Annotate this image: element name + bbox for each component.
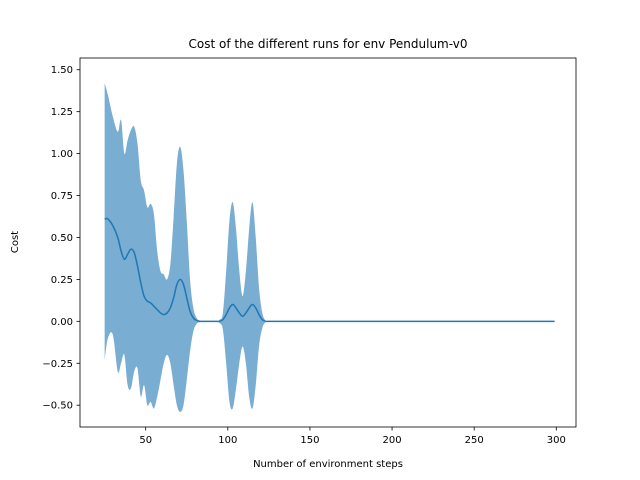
y-tick-label: −0.25 [42,359,73,370]
plot-frame [79,57,577,428]
series-group [104,83,555,412]
x-tick-label: 50 [139,435,152,446]
x-axis-label: Number of environment steps [253,459,403,470]
axes: 50 100 150 200 250 300 −0.50 −0.25 0.00 0.25 0.50 0… [42,57,577,446]
y-tick-label: 0.00 [51,317,73,328]
y-tick-label: 0.25 [51,275,73,286]
mean-line [104,217,555,323]
y-axis-label: Cost [10,231,21,253]
x-tick-label: 200 [383,435,402,446]
std-band [104,83,555,412]
chart-title: Cost of the different runs for env Pendu… [189,37,468,51]
y-tick-label: 1.50 [51,65,73,76]
y-tick-label: 0.50 [51,233,73,244]
y-tick-label: 1.25 [51,107,73,118]
y-tick-label: 1.00 [51,149,73,160]
x-tick-label: 150 [300,435,319,446]
x-tick-label: 300 [547,435,566,446]
y-tick-label: 0.75 [51,191,73,202]
y-tick-label: −0.50 [42,401,73,412]
x-tick-label: 250 [465,435,484,446]
x-tick-label: 100 [218,435,237,446]
plot-area [104,83,555,412]
